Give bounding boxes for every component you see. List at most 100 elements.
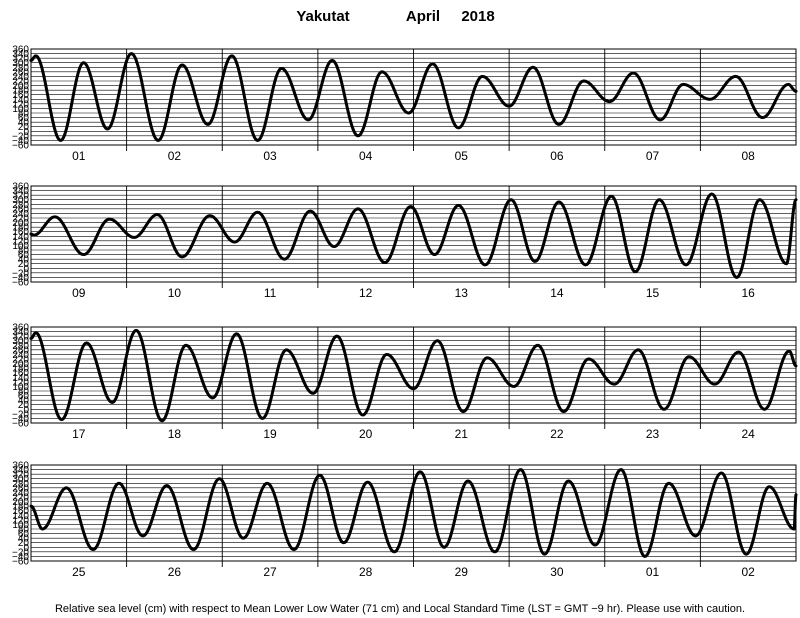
- y-tick-label: 280: [12, 200, 29, 211]
- tide-panel-1: 01 02 03 04 05 06 07 08 −60−40−20020406080100120…: [12, 45, 798, 163]
- y-tick-label: 260: [12, 345, 29, 356]
- tide-curve: [29, 328, 798, 423]
- y-tick-label: 240: [12, 488, 29, 499]
- y-tick-label: −60: [12, 419, 29, 430]
- tide-panel-3: 17 18 19 20 21 22 23 24−60−40−20020406080100120…: [12, 323, 798, 441]
- day-label: 27: [263, 565, 277, 579]
- y-tick-label: 40: [18, 534, 30, 545]
- y-tick-label: −40: [12, 414, 29, 425]
- y-tick-label: 80: [18, 525, 30, 536]
- y-tick-label: 0: [23, 405, 29, 416]
- y-tick-label: 320: [12, 54, 29, 65]
- day-label: 18: [168, 427, 182, 441]
- y-tick-label: 300: [12, 195, 29, 206]
- y-tick-label: 220: [12, 214, 29, 225]
- day-label: 21: [455, 427, 469, 441]
- y-tick-label: 40: [18, 396, 30, 407]
- y-tick-label: 20: [18, 400, 30, 411]
- y-tick-label: 200: [12, 497, 29, 508]
- day-label: 20: [359, 427, 373, 441]
- panels: 01 02 03 04 05 06 07 08−60−40−20020406080100120…: [12, 45, 798, 579]
- station-title: Yakutat: [296, 8, 349, 25]
- y-tick-label: 0: [23, 543, 29, 554]
- y-tick-label: 120: [12, 377, 29, 388]
- y-tick-label: 140: [12, 373, 29, 384]
- day-label: 12: [359, 286, 373, 300]
- day-label: 28: [359, 565, 373, 579]
- y-tick-label: 120: [12, 236, 29, 247]
- day-label: 09: [72, 286, 86, 300]
- month-title: April: [406, 8, 440, 25]
- day-label: 04: [359, 149, 373, 163]
- y-tick-label: 140: [12, 95, 29, 106]
- day-label: 01: [646, 565, 660, 579]
- y-tick-label: 40: [18, 118, 30, 129]
- y-tick-label: 200: [12, 81, 29, 92]
- day-label: 01: [72, 149, 86, 163]
- day-label: 07: [646, 149, 660, 163]
- y-tick-label: 340: [12, 49, 29, 60]
- day-label: 05: [455, 149, 469, 163]
- y-tick-label: 240: [12, 350, 29, 361]
- y-tick-label: 320: [12, 470, 29, 481]
- y-tick-label: −40: [12, 136, 29, 147]
- tide-curve: [29, 468, 798, 558]
- y-tick-label: 340: [12, 186, 29, 197]
- day-label: 06: [550, 149, 564, 163]
- y-tick-label: 220: [12, 77, 29, 88]
- panel-frame: [30, 48, 797, 146]
- day-label: 22: [550, 427, 564, 441]
- day-label: 08: [742, 149, 756, 163]
- y-tick-label: 220: [12, 493, 29, 504]
- y-tick-label: 260: [12, 204, 29, 215]
- y-tick-label: 160: [12, 227, 29, 238]
- day-label: 11: [264, 286, 277, 300]
- y-tick-label: 360: [12, 182, 29, 193]
- y-tick-label: 180: [12, 364, 29, 375]
- year-title: 2018: [461, 8, 494, 25]
- day-label: 13: [455, 286, 469, 300]
- y-tick-label: −20: [12, 547, 29, 558]
- y-tick-label: 240: [12, 72, 29, 83]
- day-label: 17: [72, 427, 86, 441]
- y-tick-label: 180: [12, 502, 29, 513]
- y-tick-label: 100: [12, 104, 29, 115]
- y-tick-label: 300: [12, 474, 29, 485]
- y-tick-label: 320: [12, 191, 29, 202]
- tide-curve: [29, 192, 798, 279]
- y-tick-label: −20: [12, 268, 29, 279]
- y-tick-label: 300: [12, 336, 29, 347]
- y-tick-label: 100: [12, 241, 29, 252]
- y-tick-label: 260: [12, 483, 29, 494]
- day-label: 16: [742, 286, 756, 300]
- y-tick-label: 180: [12, 86, 29, 97]
- y-tick-label: −60: [12, 141, 29, 152]
- day-label: 19: [263, 427, 277, 441]
- day-label: 26: [168, 565, 182, 579]
- panel-frame: [30, 326, 797, 424]
- y-tick-label: 260: [12, 67, 29, 78]
- y-tick-label: 60: [18, 250, 30, 261]
- y-tick-label: 140: [12, 232, 29, 243]
- day-label: 15: [646, 286, 660, 300]
- y-tick-label: 160: [12, 506, 29, 517]
- y-tick-label: 200: [12, 359, 29, 370]
- tide-curve: [29, 52, 798, 142]
- y-tick-label: 0: [23, 127, 29, 138]
- y-tick-label: 80: [18, 246, 30, 257]
- y-tick-label: 240: [12, 209, 29, 220]
- y-tick-label: 180: [12, 223, 29, 234]
- y-tick-label: 60: [18, 113, 30, 124]
- y-tick-label: 40: [18, 255, 30, 266]
- day-label: 30: [550, 565, 564, 579]
- y-tick-label: 0: [23, 264, 29, 275]
- day-label: 02: [168, 149, 182, 163]
- y-tick-label: 360: [12, 45, 29, 56]
- y-tick-label: −60: [12, 557, 29, 568]
- y-tick-label: 200: [12, 218, 29, 229]
- y-tick-label: −40: [12, 552, 29, 563]
- day-label: 24: [742, 427, 756, 441]
- y-tick-label: 300: [12, 58, 29, 69]
- y-tick-label: 160: [12, 368, 29, 379]
